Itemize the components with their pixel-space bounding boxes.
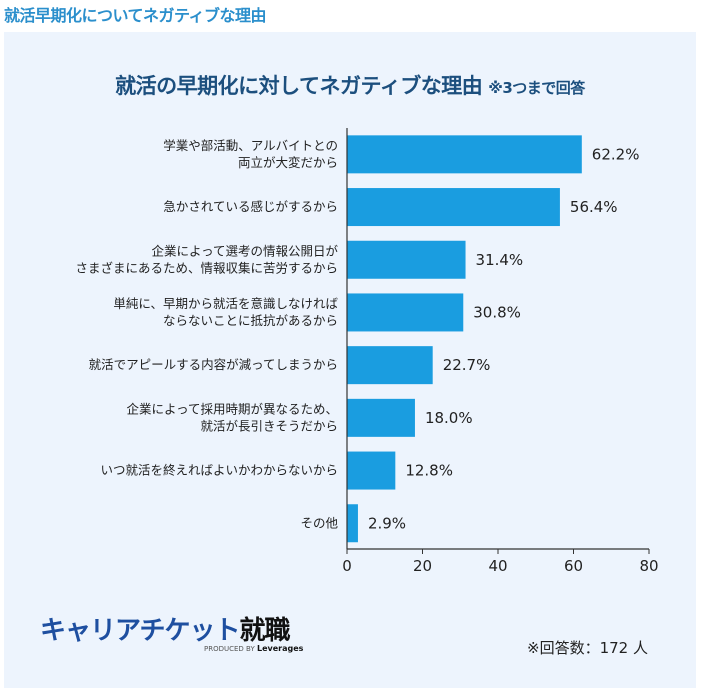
logo-text-bold: 就職 (239, 616, 290, 646)
bar (347, 293, 464, 332)
category-label: いつ就活を終えればよいかわからないから (100, 463, 338, 478)
x-tick-label: 20 (413, 557, 432, 575)
x-tick-label: 40 (488, 557, 507, 575)
bar (347, 346, 433, 385)
page-header: 就活早期化についてネガティブな理由 (4, 6, 267, 25)
category-label: 学業や部活動、アルバイトとの (163, 138, 338, 153)
value-label: 62.2% (592, 145, 640, 163)
bar (347, 188, 560, 227)
category-label: 単純に、早期から就活を意識しなければ (113, 296, 338, 311)
logo-produced-by: PRODUCED BY (204, 645, 255, 653)
logo-text: キャリアチケット (40, 616, 240, 646)
bar (347, 240, 466, 279)
value-label: 31.4% (476, 251, 524, 269)
x-tick-label: 0 (342, 557, 352, 575)
logo-company: Leverages (256, 644, 304, 653)
chart-title: 就活の早期化に対してネガティブな理由 ※3つまで回答 (4, 70, 696, 100)
category-label: 両立が大変だから (238, 155, 338, 170)
bar (347, 504, 358, 543)
category-label: 就活が長引きそうだから (200, 418, 338, 433)
value-label: 22.7% (443, 356, 491, 374)
logo: キャリアチケット就職 PRODUCED BY Leverages (40, 610, 303, 653)
x-tick-label: 80 (639, 557, 658, 575)
category-label: 急かされている感じがするから (163, 199, 338, 214)
bar (347, 451, 396, 490)
category-label: 企業によって選考の情報公開日が (151, 243, 338, 258)
chart-title-text: 就活の早期化に対してネガティブな理由 (115, 74, 483, 98)
category-label: 企業によって採用時期が異なるため、 (126, 401, 338, 416)
bar (347, 135, 582, 174)
value-label: 30.8% (473, 303, 521, 321)
chart-subtitle: ※3つまで回答 (488, 79, 585, 97)
category-label: ならないことに抵抗があるから (163, 313, 338, 328)
category-label: さまざまにあるため、情報収集に苦労するから (75, 260, 338, 275)
value-label: 12.8% (405, 462, 453, 480)
category-label: その他 (300, 515, 338, 530)
respondent-count: ※回答数：172 人 (527, 639, 648, 657)
category-label: 就活でアピールする内容が減ってしまうから (89, 357, 338, 372)
value-label: 18.0% (425, 409, 473, 427)
value-label: 56.4% (570, 198, 618, 216)
value-label: 2.9% (368, 514, 406, 532)
bar (347, 398, 415, 437)
x-tick-label: 60 (564, 557, 583, 575)
